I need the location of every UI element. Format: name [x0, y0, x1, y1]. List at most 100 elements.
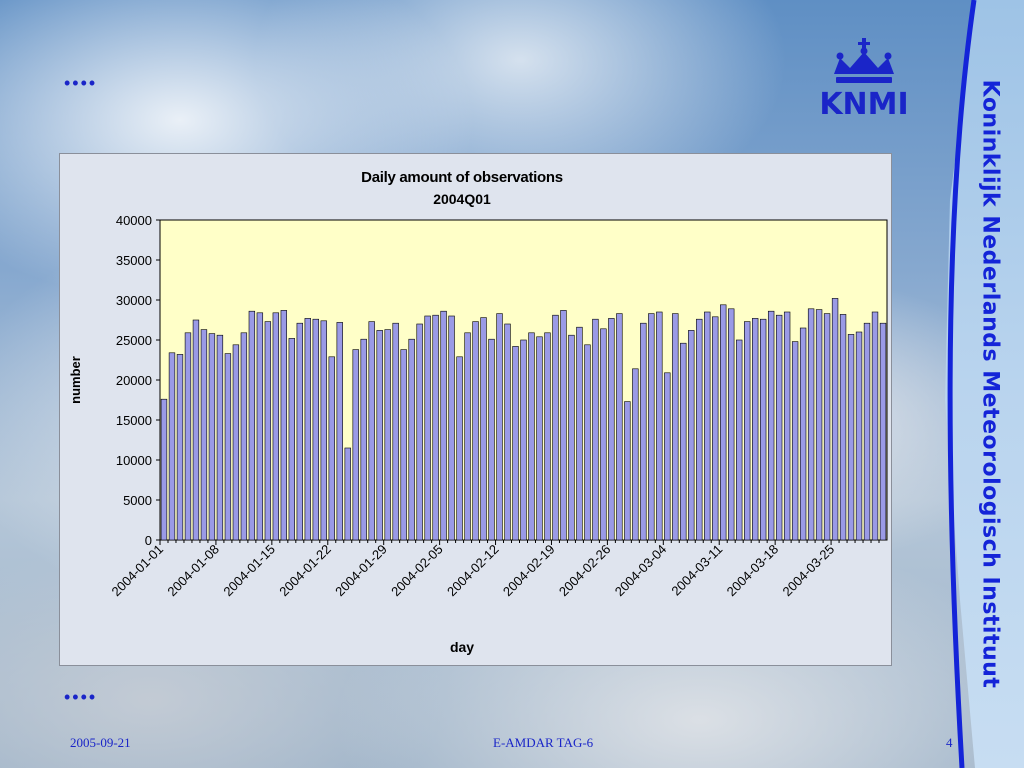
y-tick-label: 30000 [116, 293, 152, 308]
y-tick-label: 40000 [116, 213, 152, 228]
bar-day-34 [424, 315, 431, 541]
y-axis: 0 5000 10000 15000 20000 25000 30000 35000 40000 [116, 213, 160, 548]
bar-day-35 [432, 314, 439, 541]
x-tick-label: 2004-01-29 [332, 542, 390, 600]
x-tick-label: 2004-02-12 [444, 542, 502, 600]
footer-date: 2005-09-21 [70, 735, 131, 750]
bar-day-25 [352, 349, 359, 541]
institute-name: Koninklijk Nederlands Meteorologisch Ins… [977, 79, 1003, 689]
bar-day-19 [304, 318, 311, 541]
bar-day-63 [656, 311, 663, 541]
y-tick-label: 35000 [116, 253, 152, 268]
bar-day-4 [184, 332, 192, 541]
bar-day-24 [344, 447, 351, 541]
y-axis-label: number [68, 356, 83, 404]
bar-day-6 [200, 329, 208, 541]
logo-text: KNMI [819, 87, 908, 120]
bar-day-45 [512, 346, 519, 541]
x-tick-label: 2004-02-26 [556, 542, 614, 600]
crown-icon [834, 38, 894, 83]
bar-day-71 [720, 304, 727, 541]
bar-day-33 [416, 323, 423, 541]
bar-day-26 [360, 338, 367, 541]
bar-day-7 [208, 333, 216, 541]
bar-day-55 [592, 318, 599, 541]
bar-day-5 [192, 319, 200, 541]
bar-day-82 [807, 308, 815, 541]
x-tick-label: 2004-01-08 [164, 542, 222, 600]
bar-day-79 [783, 311, 791, 541]
bar-day-83 [815, 309, 823, 541]
footer-title: E-AMDAR TAG-6 [493, 735, 594, 750]
bar-day-57 [608, 318, 615, 541]
bar-day-2 [168, 352, 176, 541]
bar-day-74 [744, 321, 751, 541]
bar-day-78 [775, 314, 783, 541]
bar-day-60 [632, 368, 639, 541]
y-tick-label: 5000 [123, 493, 152, 508]
bar-day-73 [736, 339, 743, 541]
chart-area: Daily amount of observations 2004Q01 0 50… [59, 153, 892, 666]
bar-day-8 [216, 334, 224, 541]
bar-day-23 [336, 322, 343, 541]
bar-day-68 [696, 318, 703, 541]
bar-day-75 [752, 318, 759, 541]
bar-day-61 [640, 322, 647, 541]
x-tick-label: 2004-03-18 [724, 542, 782, 600]
bar-day-90 [871, 311, 879, 541]
bar-day-51 [560, 310, 567, 541]
bar-day-27 [368, 321, 375, 541]
bar-day-72 [728, 308, 735, 541]
chart-title: Daily amount of observations [361, 169, 563, 186]
bar-day-86 [839, 314, 847, 541]
bar-day-3 [176, 354, 184, 541]
bar-day-21 [320, 320, 327, 541]
bar-day-20 [312, 318, 319, 541]
bar-day-43 [496, 313, 503, 541]
x-tick-label: 2004-02-19 [500, 542, 558, 600]
y-tick-label: 15000 [116, 413, 152, 428]
bar-day-89 [863, 322, 871, 541]
x-tick-label: 2004-01-15 [220, 542, 278, 600]
bar-day-85 [831, 298, 839, 541]
bar-day-62 [648, 313, 655, 541]
bar-day-80 [791, 341, 799, 541]
x-tick-label: 2004-01-01 [108, 542, 166, 600]
y-tick-label: 20000 [116, 373, 152, 388]
side-band-curve [947, 0, 977, 768]
x-axis: 2004-01-012004-01-082004-01-152004-01-22… [108, 540, 880, 600]
bar-day-49 [544, 332, 551, 541]
bar-day-42 [488, 338, 495, 541]
bar-day-77 [767, 310, 775, 541]
bar-day-65 [672, 313, 679, 541]
bar-day-38 [456, 356, 463, 541]
bar-day-56 [600, 328, 607, 541]
bar-day-50 [552, 314, 559, 541]
y-tick-label: 25000 [116, 333, 152, 348]
bar-day-59 [624, 401, 631, 541]
bar-day-66 [680, 342, 687, 541]
bar-day-15 [272, 312, 280, 541]
bar-day-47 [528, 332, 535, 541]
chart-subtitle: 2004Q01 [433, 191, 491, 207]
page-number: 4 [946, 735, 953, 750]
bar-day-87 [847, 334, 855, 541]
bar-day-12 [248, 310, 256, 541]
bar-day-52 [568, 334, 575, 541]
y-tick-label: 10000 [116, 453, 152, 468]
x-tick-label: 2004-03-11 [668, 542, 725, 599]
bar-day-58 [616, 313, 623, 541]
x-axis-label: day [450, 639, 474, 655]
bar-day-70 [712, 316, 719, 541]
bar-day-29 [384, 329, 391, 541]
bar-day-17 [288, 338, 295, 541]
knmi-logo: KNMI [819, 38, 909, 120]
bar-day-69 [704, 311, 711, 541]
bar-day-28 [376, 330, 383, 541]
bar-day-9 [224, 353, 232, 541]
bar-day-88 [855, 331, 863, 541]
bar-day-67 [688, 330, 695, 541]
bar-day-44 [504, 323, 511, 541]
y-tick-label: 0 [145, 533, 152, 548]
bar-day-54 [584, 344, 591, 541]
